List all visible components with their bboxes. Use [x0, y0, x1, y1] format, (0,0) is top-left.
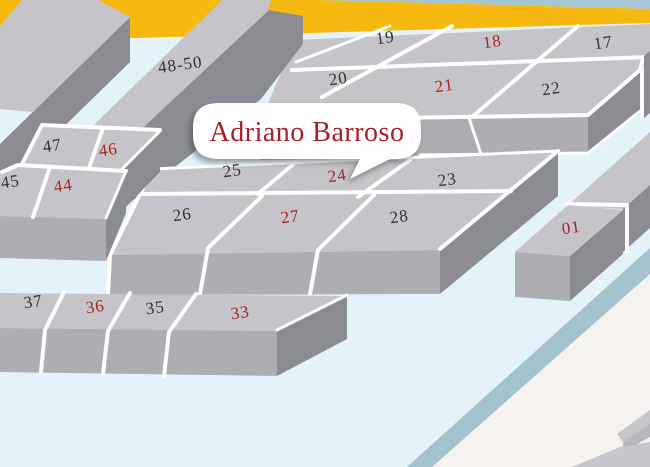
booth-46-label[interactable]: 46: [98, 139, 119, 160]
booth-36-label[interactable]: 36: [85, 296, 106, 317]
divider-row-central: [138, 189, 513, 196]
booth-01-border: [565, 202, 629, 253]
platform-47-46-top[interactable]: [20, 126, 160, 172]
walkway-stripe: [407, 248, 650, 467]
booth-18-label[interactable]: 18: [482, 31, 503, 52]
platform-33-37[interactable]: [0, 290, 349, 378]
booth-45-label[interactable]: 45: [0, 171, 21, 192]
platform-47-46-back-border: [18, 123, 162, 170]
block-row-01[interactable]: [565, 132, 650, 253]
platform-23-28-back-border: [150, 149, 560, 171]
booth-01-label[interactable]: 01: [561, 217, 582, 238]
platform-23-28[interactable]: [106, 149, 560, 297]
tooltip-text: Adriano Barroso: [210, 117, 405, 148]
divider-24-23: [356, 158, 412, 199]
divider-36-35: [101, 291, 132, 376]
platform-45-44-top[interactable]: [0, 165, 126, 219]
divider-27-28: [308, 193, 376, 296]
booth-23-label[interactable]: 23: [437, 169, 458, 190]
block-01-side: [570, 210, 623, 301]
booth-21-label[interactable]: 21: [434, 75, 455, 96]
divider-45-44: [31, 165, 52, 219]
platform-33-37-front: [0, 328, 277, 376]
divider-47-46: [86, 126, 105, 173]
platform-23-28-right-border: [438, 149, 560, 251]
booth-44-label[interactable]: 44: [53, 175, 74, 196]
booth-37-label[interactable]: 37: [23, 291, 44, 312]
platform-33-37-top[interactable]: [0, 293, 347, 331]
platform-33-37-right-border: [275, 293, 349, 332]
platform-33-37-side: [277, 296, 347, 376]
divider-26-27: [198, 194, 264, 296]
booth-labels: 19 18 17 48-50 20 21 22 47 46 45 44 25 2…: [0, 27, 614, 323]
booth-25-label[interactable]: 25: [222, 160, 243, 181]
booth-47-label[interactable]: 47: [42, 135, 63, 156]
steps: [572, 410, 650, 467]
booth-35-label[interactable]: 35: [145, 297, 166, 318]
platform-45-44[interactable]: [0, 163, 128, 261]
step-upper-top: [617, 410, 650, 442]
booth-28-label[interactable]: 28: [389, 206, 410, 227]
platform-47-46-side: [120, 131, 160, 213]
tooltip-bubble-shape: [193, 103, 421, 179]
yellow-wall: [0, 0, 650, 42]
block-01[interactable]: [515, 205, 623, 301]
block-row-01-top[interactable]: [567, 132, 650, 209]
booth-33-label[interactable]: 33: [230, 302, 251, 323]
platform-17-22-left-border: [294, 24, 392, 64]
divider-37-36: [39, 290, 66, 374]
tooltip-bubble: Adriano Barroso: [193, 103, 421, 179]
platform-45-44-back-border: [0, 163, 128, 174]
booth-17-label[interactable]: 17: [593, 32, 614, 53]
divider-35-33: [162, 292, 198, 378]
platform-23-28-front: [110, 250, 440, 295]
booth-24-label[interactable]: 24: [327, 165, 348, 186]
platform-23-28-side: [440, 152, 558, 294]
platform-45-44-right-border: [104, 169, 128, 220]
booth-19-label[interactable]: 19: [375, 27, 396, 48]
divider-21-22-front: [467, 116, 483, 156]
block-01-top[interactable]: [515, 205, 623, 256]
platform-23-28-left-border: [106, 168, 154, 297]
booth-22-label[interactable]: 22: [541, 78, 562, 99]
platform-45-44-side: [106, 171, 126, 261]
booth-20-label[interactable]: 20: [328, 68, 349, 89]
platform-17-22-side: [588, 72, 640, 154]
platform-23-28-top[interactable]: [110, 152, 558, 255]
block-01-front: [515, 252, 570, 301]
block-unlabeled-left-top[interactable]: [0, 0, 130, 112]
block-48-50-top[interactable]: [60, 0, 271, 165]
divider-19-18: [320, 24, 454, 99]
step-lower-top: [572, 442, 650, 467]
step-upper-front: [623, 423, 650, 452]
divider-18-17: [470, 24, 580, 119]
platform-45-44-front: [0, 216, 106, 261]
platform-47-46-right-border: [118, 129, 162, 173]
booth-27-label[interactable]: 27: [280, 206, 301, 227]
booth-26-label[interactable]: 26: [172, 204, 193, 225]
block-row-01-side: [623, 185, 650, 252]
divider-row-upper: [290, 55, 650, 72]
divider-25-24: [256, 159, 299, 196]
right-edge-block: [644, 51, 650, 118]
